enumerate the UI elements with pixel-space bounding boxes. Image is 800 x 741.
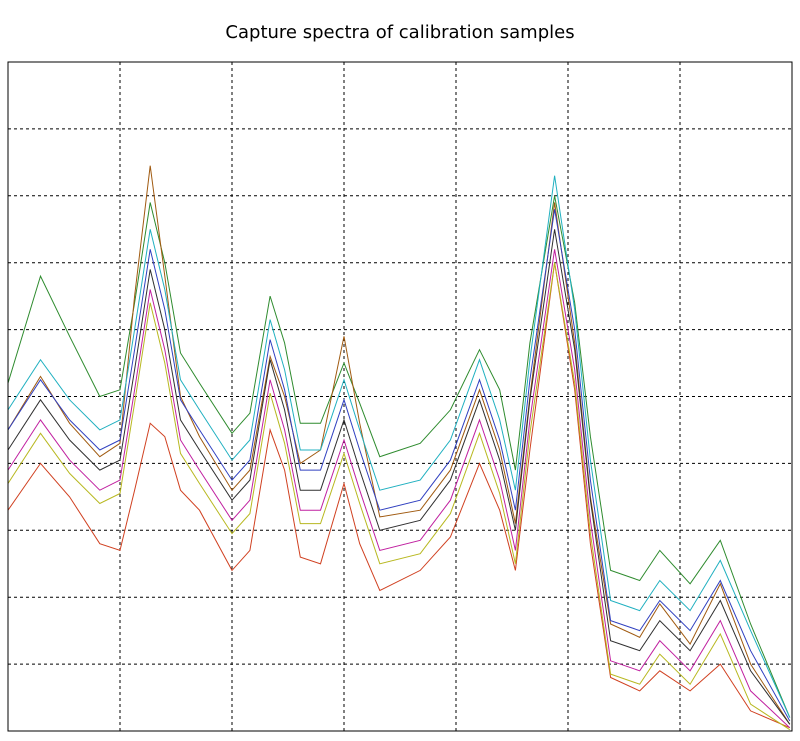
series-line (7, 249, 791, 729)
series-line (7, 209, 791, 722)
chart-title: Capture spectra of calibration samples (225, 22, 574, 43)
series-line (7, 262, 791, 731)
plot-frame (7, 61, 793, 732)
series-line (7, 262, 790, 729)
series-line (7, 165, 791, 725)
series-line (7, 175, 791, 718)
grid (8, 62, 792, 731)
series-line (7, 229, 791, 725)
series-line (7, 195, 791, 718)
lines (7, 165, 791, 731)
